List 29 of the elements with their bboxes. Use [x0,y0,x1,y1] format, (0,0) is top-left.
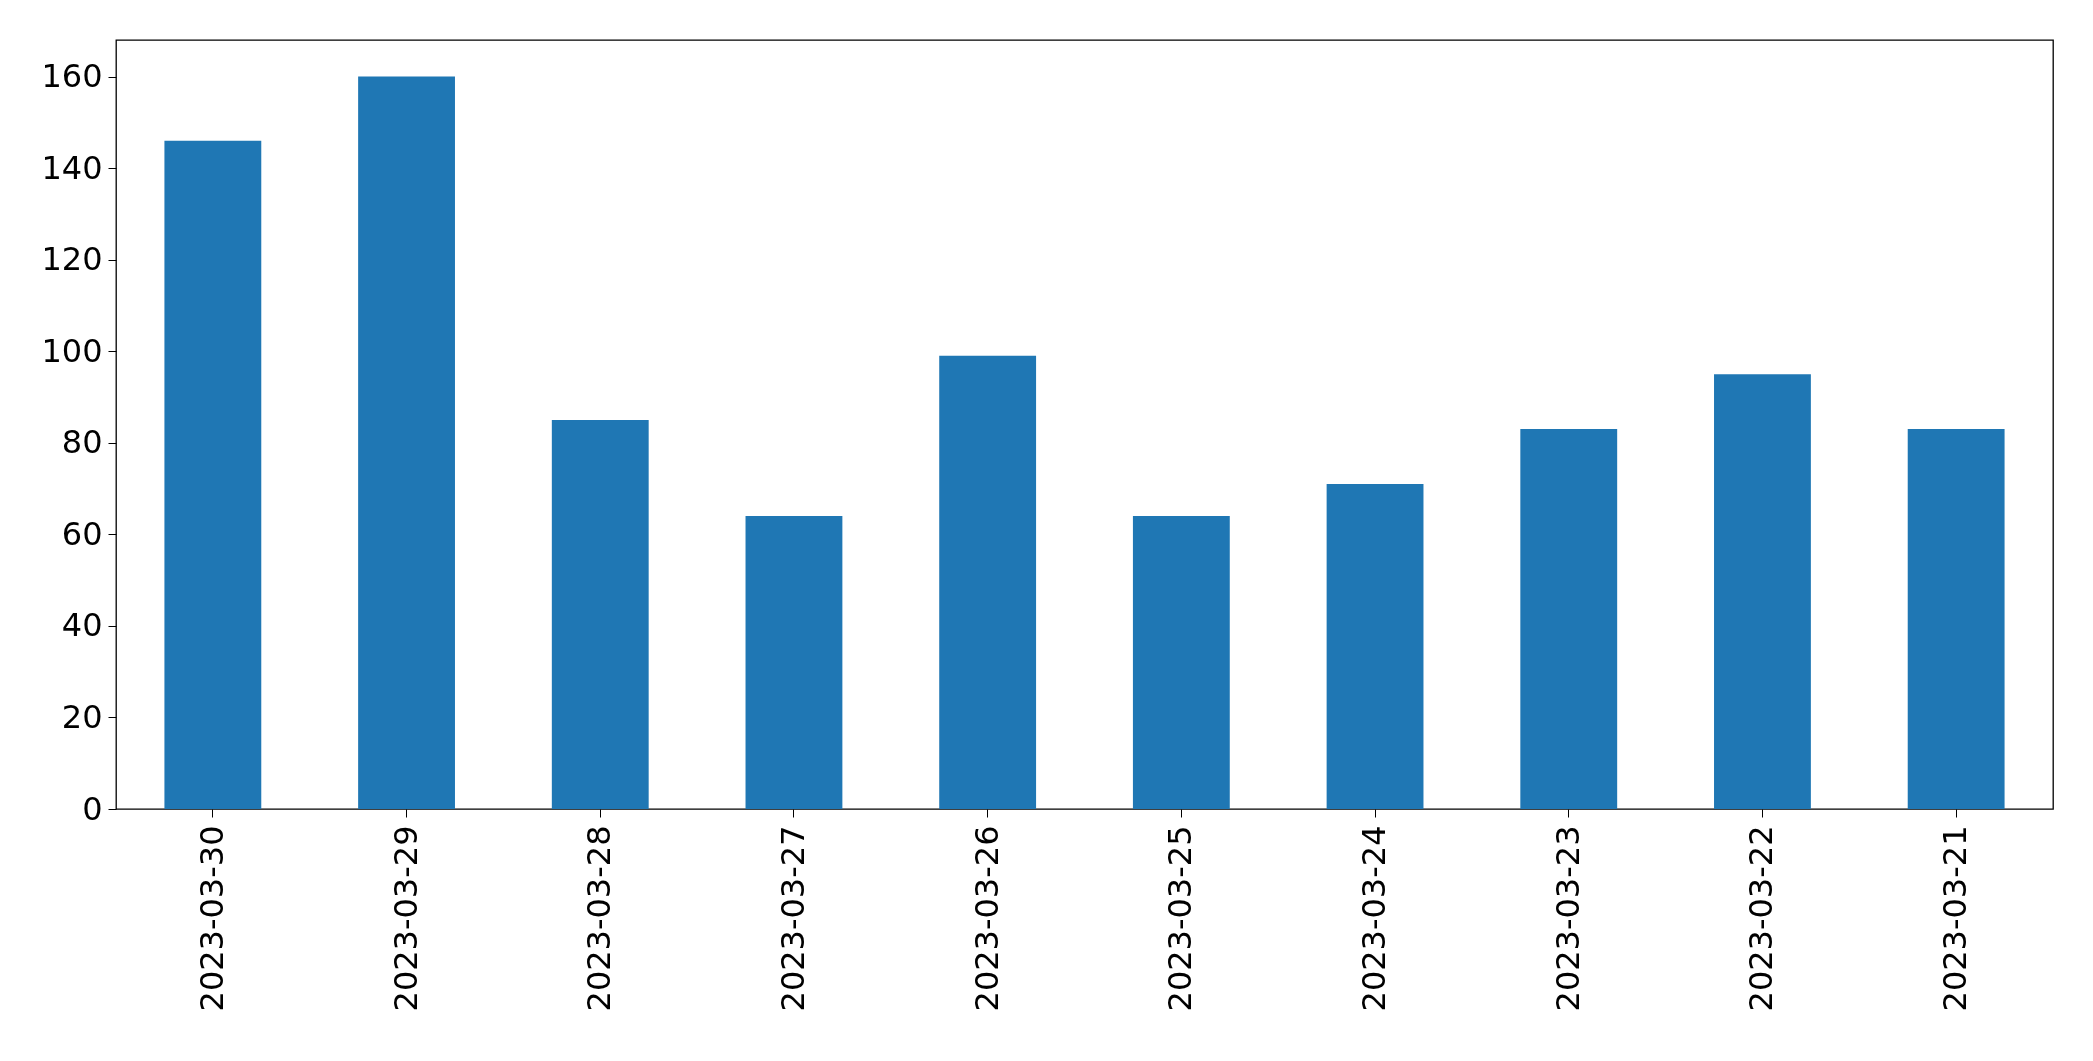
bar [1520,429,1618,809]
bar [1326,484,1424,809]
y-tick-label: 160 [41,57,103,96]
bar [1132,516,1230,809]
y-tick-label: 140 [41,148,103,187]
x-tick-label: 2023-03-30 [192,825,231,1012]
bar [1907,429,2005,809]
y-tick-label: 0 [82,789,103,828]
x-tick-label: 2023-03-26 [967,825,1006,1012]
x-tick-label: 2023-03-25 [1161,825,1200,1012]
bar [1714,374,1811,809]
x-tick-label: 2023-03-27 [773,825,812,1012]
y-tick-label: 80 [61,423,103,462]
y-tick-label: 60 [61,514,103,553]
bar [939,355,1037,809]
bar [164,140,262,809]
y-tick-label: 40 [61,606,103,645]
y-tick-label: 20 [61,697,103,736]
x-tick-label: 2023-03-23 [1548,825,1587,1012]
y-tick-label: 100 [41,331,103,370]
x-tick-label: 2023-03-21 [1936,825,1975,1012]
x-tick-label: 2023-03-22 [1742,825,1781,1012]
bar [358,76,455,809]
x-tick-label: 2023-03-28 [580,825,619,1012]
bar [551,419,649,809]
x-tick-label: 2023-03-24 [1355,825,1394,1012]
y-tick-label: 120 [41,240,103,279]
x-tick-label: 2023-03-29 [386,825,425,1012]
bar [745,516,843,809]
